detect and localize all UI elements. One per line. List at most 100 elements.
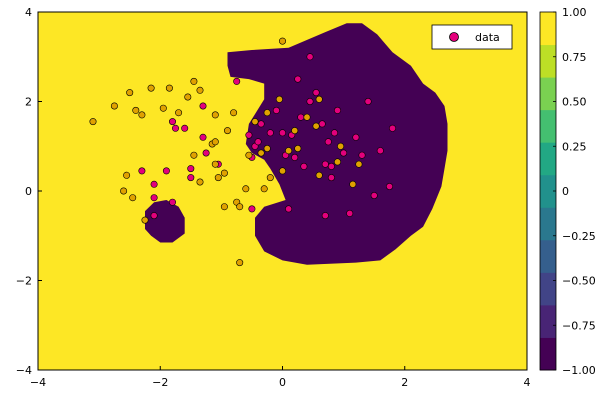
colorbar-band [540,337,556,371]
colorbar-band [540,77,556,111]
data-point [129,194,137,202]
data-point [126,89,134,97]
colorbar-band [540,239,556,273]
data-point [285,205,293,213]
data-point [181,124,189,132]
data-point [245,131,253,139]
data-point [251,118,259,126]
data-point [266,174,274,182]
data-point [291,153,299,161]
data-point [297,113,305,121]
data-point [278,167,286,175]
legend-label: data [475,31,500,44]
data-point [233,77,241,85]
data-point [376,147,384,155]
data-point [266,129,274,137]
data-point [257,149,265,157]
data-point [346,209,354,217]
data-point [242,185,250,193]
data-point [275,95,283,103]
x-tick-label: 4 [524,376,531,389]
data-point [220,203,228,211]
legend-marker [449,32,459,42]
colorbar-tick-label: 0.50 [562,96,587,109]
data-point [138,167,146,175]
data-point [291,127,299,135]
data-point [306,98,314,106]
colorbar-tick-label: −0.50 [562,275,596,288]
data-point [150,212,158,220]
x-tick-label: −2 [152,376,168,389]
colorbar-tick-label: 0.75 [562,51,587,64]
data-point [169,198,177,206]
data-point [306,53,314,61]
scatter-points [89,37,396,267]
data-point [187,174,195,182]
data-point [187,165,195,173]
data-point [220,169,228,177]
x-tick-label: 2 [401,376,408,389]
data-point [388,124,396,132]
data-point [150,180,158,188]
colorbar-tick-label: −0.75 [562,319,596,332]
data-point [355,160,363,168]
data-point [385,183,393,191]
data-point [340,149,348,157]
data-point [285,147,293,155]
colorbar: 1.00 0.75 0.50 0.25 0 −0.25 −0.50 −0.75 −1.00 [539,6,596,377]
data-point [272,106,280,114]
data-point [330,129,338,137]
contour-regions [145,23,448,265]
contour-region-2 [145,200,185,243]
y-tick-label: −4 [16,364,32,377]
data-point [352,133,360,141]
data-point [89,118,97,126]
data-point [159,104,167,112]
data-point [321,160,329,168]
data-point [138,111,146,119]
data-point [150,194,158,202]
x-tick-label: 0 [279,376,286,389]
data-point [312,122,320,130]
data-point [358,151,366,159]
data-point [245,151,253,159]
colorbar-band [540,174,556,208]
data-point [123,171,131,179]
contour-region-1 [227,23,448,265]
colorbar-band [540,304,556,338]
data-point [278,37,286,45]
data-point [120,187,128,195]
legend: data [431,24,513,50]
data-point [147,84,155,92]
data-point [324,138,332,146]
data-point [202,149,210,157]
data-point [260,185,268,193]
data-point [248,205,256,213]
data-point [333,106,341,114]
colorbar-tick-label: 0.25 [562,140,587,153]
data-point [300,162,308,170]
legend-box [431,24,513,50]
data-point [278,129,286,137]
data-point [165,84,173,92]
data-point [190,151,198,159]
colorbar-band [540,12,556,46]
data-point [175,109,183,117]
data-point [190,77,198,85]
data-point [110,102,118,110]
data-point [172,124,180,132]
data-point [337,142,345,150]
data-point [294,75,302,83]
data-point [132,106,140,114]
axes: −4 −2 0 2 4 −4 −2 0 2 4 [16,6,531,389]
y-tick-label: 4 [25,6,32,19]
data-point [199,133,207,141]
y-tick-label: 0 [25,185,32,198]
data-point [263,145,271,153]
data-point [349,180,357,188]
x-tick-label: −4 [30,376,46,389]
data-point [303,113,311,121]
colorbar-band [540,207,556,241]
data-point [214,174,222,182]
